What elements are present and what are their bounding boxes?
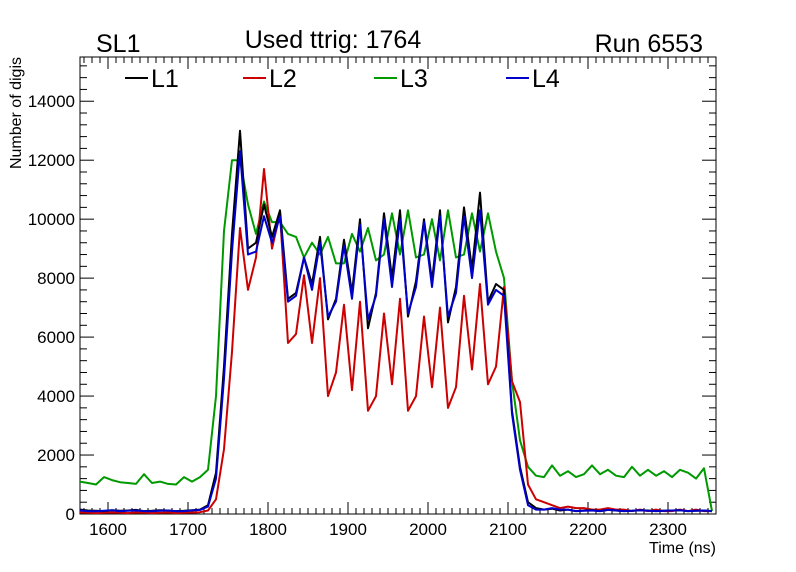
series-line-l2 <box>79 168 712 515</box>
superlayer-label: SL1 <box>96 30 140 58</box>
y-axis: 0 2000 4000 6000 8000 10000 12000 14000 <box>28 65 716 524</box>
series-group <box>79 129 713 515</box>
x-tick-label: 1900 <box>329 520 367 539</box>
x-tick-label: 2300 <box>649 520 687 539</box>
y-tick-label: 0 <box>66 505 75 524</box>
y-tick-label: 10000 <box>28 210 75 229</box>
legend-label-l4: L4 <box>532 65 560 93</box>
x-axis-title: Time (ns) <box>649 540 716 557</box>
run-label: Run 6553 <box>595 30 703 58</box>
x-axis: 1600 1700 1800 1900 2000 2100 2200 2300 <box>83 57 717 539</box>
x-tick-label: 1700 <box>169 520 207 539</box>
x-tick-label: 2200 <box>569 520 607 539</box>
y-tick-label: 12000 <box>28 151 75 170</box>
chart-title: Used ttrig: 1764 <box>245 26 422 54</box>
y-tick-label: 2000 <box>37 446 75 465</box>
legend-label-l2: L2 <box>269 65 297 93</box>
legend: L1 L2 L3 L4 <box>125 65 560 93</box>
series-line-l4 <box>79 150 713 513</box>
y-tick-label: 4000 <box>37 387 75 406</box>
x-tick-label: 2100 <box>489 520 527 539</box>
y-axis-title: Number of digis <box>8 57 25 169</box>
series-line-l3 <box>79 159 713 512</box>
plot-frame <box>79 56 717 515</box>
y-tick-label: 14000 <box>28 92 75 111</box>
x-tick-label: 2000 <box>409 520 447 539</box>
x-tick-label: 1800 <box>249 520 287 539</box>
legend-label-l3: L3 <box>400 65 428 93</box>
y-tick-label: 6000 <box>37 328 75 347</box>
x-tick-label: 1600 <box>89 520 127 539</box>
series-line-l1 <box>79 129 713 513</box>
legend-label-l1: L1 <box>151 65 179 93</box>
y-tick-label: 8000 <box>37 269 75 288</box>
